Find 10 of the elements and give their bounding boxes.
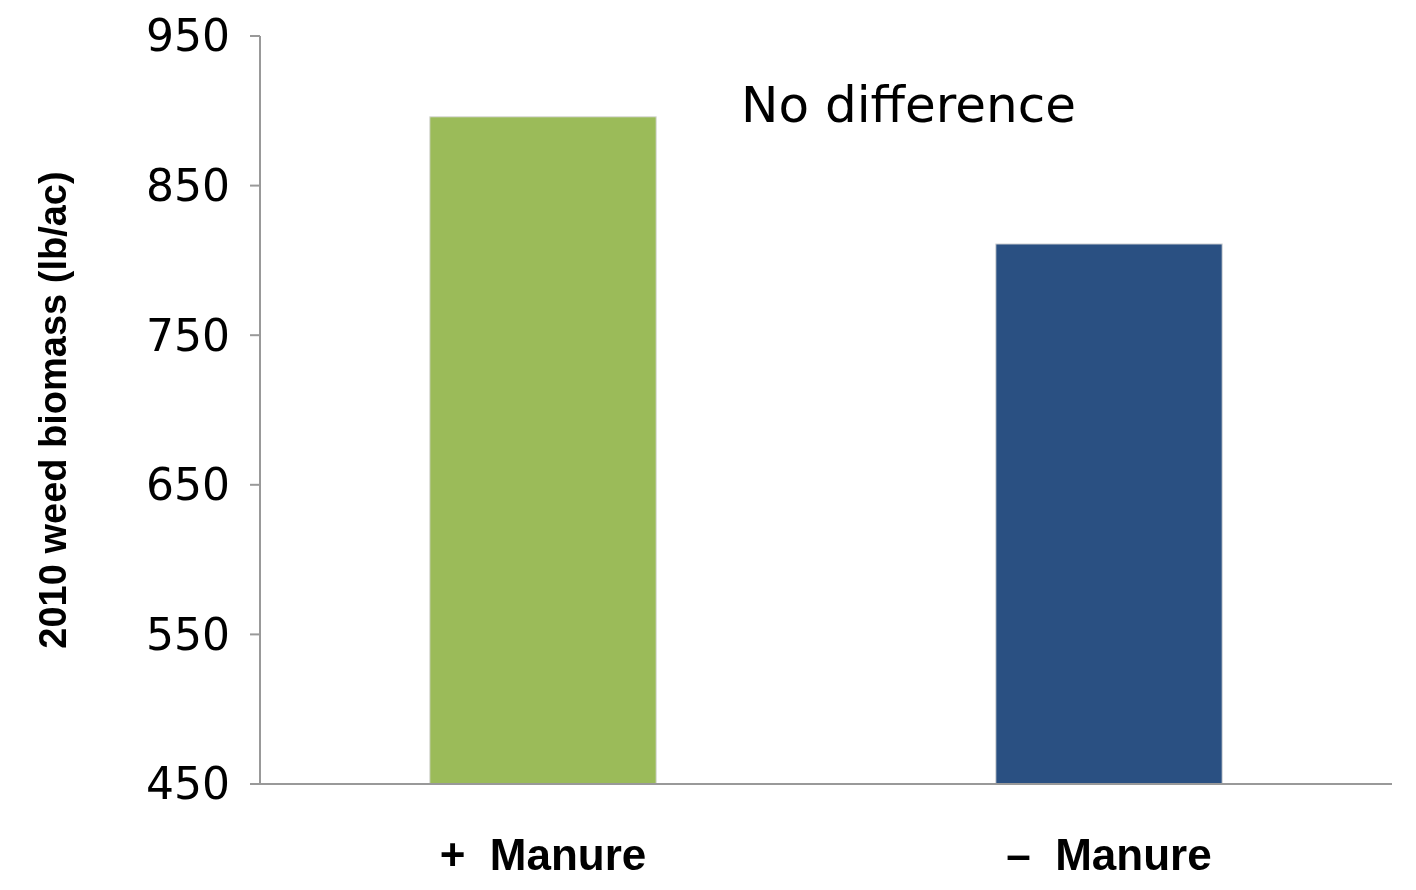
y-tick-label: 850 (146, 160, 230, 211)
y-tick-label: 650 (146, 459, 230, 511)
x-tick-label: + Manure (439, 830, 647, 879)
y-tick-label: 450 (146, 758, 230, 810)
annotation: No difference (741, 76, 1076, 134)
x-tick-label: – Manure (1006, 830, 1212, 879)
y-tick-label: 950 (146, 10, 230, 62)
y-tick-label: 750 (146, 309, 230, 361)
y-axis-title: 2010 weed biomass (lb/ac) (32, 171, 74, 649)
y-tick-label: 550 (146, 608, 230, 660)
